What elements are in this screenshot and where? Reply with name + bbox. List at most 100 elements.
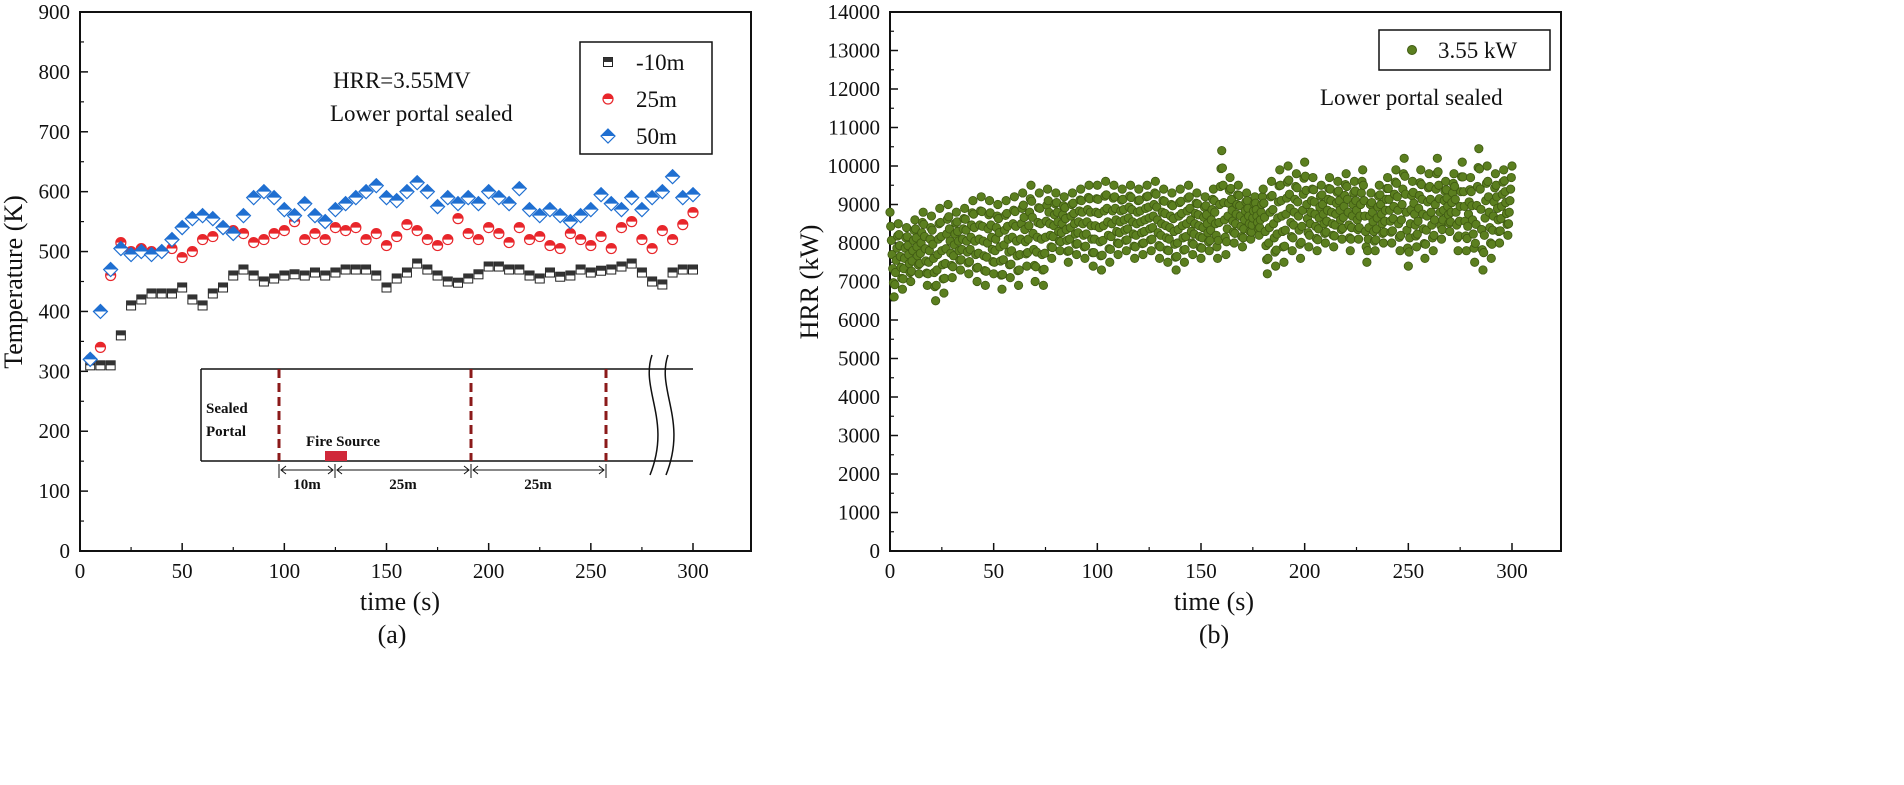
data-point: [885, 207, 895, 217]
data-point-25m-fill: [647, 243, 658, 249]
data-point: [1218, 180, 1228, 190]
panel-label-a: (a): [378, 620, 407, 649]
x-axis-label-b: time (s): [1174, 587, 1254, 616]
data-point--10m-fill: [187, 294, 197, 300]
data-point: [998, 269, 1008, 280]
data-point-50m-fill: [430, 199, 445, 207]
data-point: [1092, 180, 1102, 190]
legend-label-50m: 50m: [636, 124, 677, 149]
data-point--10m-fill: [279, 271, 289, 276]
data-point: [1356, 188, 1366, 198]
data-point: [1263, 253, 1273, 263]
data-point: [1312, 246, 1322, 256]
data-point-50m-fill: [369, 178, 384, 186]
data-point: [1349, 176, 1360, 186]
data-point-50m-fill: [277, 202, 292, 210]
data-point-50m-fill: [451, 196, 466, 204]
y-tick-label: 0: [870, 539, 881, 563]
data-point: [1267, 190, 1277, 201]
data-point: [1487, 239, 1497, 249]
sealed-label-line2: Portal: [206, 424, 246, 440]
data-point: [993, 199, 1003, 210]
data-point: [1399, 153, 1409, 163]
data-point-25m-fill: [361, 234, 372, 240]
data-point: [1175, 184, 1185, 194]
x-tick-label: 200: [473, 559, 505, 583]
data-point: [889, 292, 899, 302]
y-tick-label: 700: [39, 120, 71, 144]
data-point: [1076, 184, 1086, 194]
data-point: [906, 276, 916, 287]
data-point: [981, 266, 991, 276]
data-point: [1171, 265, 1181, 275]
legend-label--10m: -10m: [636, 50, 685, 75]
data-point-50m-fill: [512, 181, 527, 189]
data-point--10m-fill: [596, 266, 606, 271]
x-tick-label: 0: [885, 559, 896, 583]
data-point-50m-fill: [532, 208, 547, 216]
data-point: [1034, 188, 1044, 198]
data-point--10m-fill: [525, 271, 535, 276]
data-point: [1138, 249, 1148, 260]
data-point: [948, 262, 958, 272]
data-point: [886, 221, 896, 231]
x-tick-label: 250: [1393, 559, 1425, 583]
data-point--10m-fill: [310, 268, 320, 273]
data-point: [1313, 235, 1323, 245]
y-tick-label: 5000: [838, 347, 880, 371]
data-point--10m-fill: [167, 288, 177, 294]
data-point-25m-fill: [207, 231, 218, 237]
data-point: [1366, 188, 1376, 198]
data-point--10m-fill: [657, 279, 667, 285]
data-point-25m-fill: [350, 222, 361, 228]
annotation-lower-portal-b: Lower portal sealed: [1320, 85, 1503, 110]
data-point: [1288, 233, 1298, 243]
panel-label-b: (b): [1199, 620, 1229, 649]
data-point-25m-fill: [555, 243, 566, 249]
data-point: [1468, 229, 1478, 239]
legend-marker-50m-fill: [601, 129, 615, 136]
data-point: [1504, 207, 1514, 217]
data-point: [1293, 197, 1303, 207]
fire-source-block: [325, 451, 347, 461]
data-point--10m-fill: [555, 272, 565, 277]
data-point: [1428, 246, 1438, 256]
data-point-25m-fill: [320, 234, 331, 240]
data-point: [1197, 243, 1207, 253]
data-point: [976, 192, 986, 202]
data-point: [1407, 176, 1418, 186]
data-point-50m-fill: [573, 208, 588, 216]
legend-label-3.55kw: 3.55 kW: [1438, 38, 1518, 63]
data-point-50m-fill: [614, 202, 629, 210]
data-point: [1084, 180, 1094, 190]
data-point: [1217, 146, 1227, 156]
data-point: [1006, 259, 1016, 269]
x-tick-label: 50: [983, 559, 1004, 583]
data-point: [1429, 230, 1439, 240]
data-point: [1105, 257, 1115, 267]
data-point--10m-fill: [504, 265, 514, 270]
data-point--10m-fill: [443, 277, 453, 282]
data-point--10m-fill: [351, 265, 361, 270]
data-point--10m-fill: [422, 265, 432, 270]
dimension-25m-first: 25m: [389, 477, 417, 493]
y-tick-label: 7000: [838, 270, 880, 294]
data-point-50m-fill: [553, 208, 568, 216]
data-point-50m-fill: [307, 208, 322, 216]
data-point: [1316, 180, 1326, 190]
data-point: [955, 265, 966, 275]
data-point: [1383, 183, 1393, 194]
data-point: [1470, 238, 1480, 248]
data-point: [1309, 185, 1319, 195]
data-point: [1320, 238, 1331, 248]
data-point--10m-fill: [647, 277, 657, 282]
data-point-25m-fill: [575, 234, 586, 240]
x-tick-label: 0: [75, 559, 86, 583]
data-point-25m-fill: [115, 237, 126, 243]
data-point-50m-fill: [338, 196, 353, 204]
data-point: [1047, 242, 1058, 253]
x-tick-label: 150: [1185, 559, 1217, 583]
data-point: [890, 280, 900, 290]
data-point: [1300, 157, 1310, 167]
data-point: [1268, 205, 1278, 215]
